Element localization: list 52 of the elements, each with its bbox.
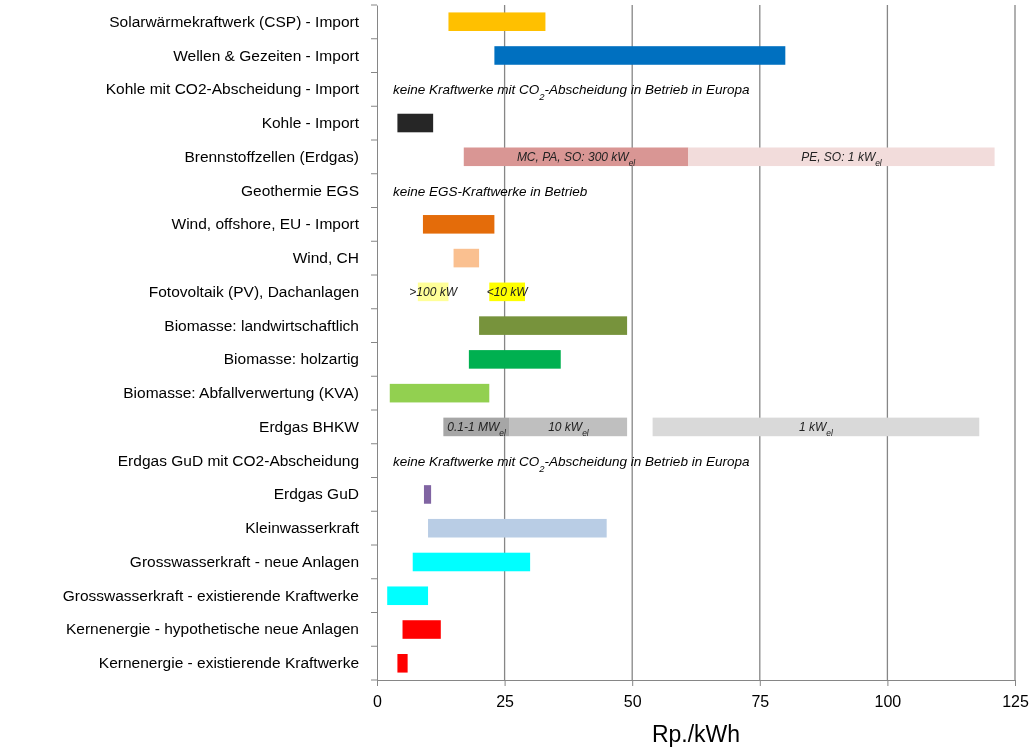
y-tick-label: Erdgas GuD xyxy=(273,485,359,503)
bar xyxy=(428,518,607,538)
y-tick-label: Biomasse: holzartig xyxy=(223,350,359,368)
bar xyxy=(412,552,531,572)
bar xyxy=(397,654,408,673)
y-tick-label: Grosswasserkraft - existierende Kraftwerke xyxy=(62,586,359,604)
y-tick-label: Grosswasserkraft - neue Anlagen xyxy=(129,552,359,570)
bar xyxy=(422,215,495,234)
annotation: MC, PA, SO: 300 kW$_{el}$ xyxy=(516,149,637,168)
y-tick-label: Kernenergie - existierende Kraftwerke xyxy=(98,654,359,672)
y-tick-label: Wind, offshore, EU - Import xyxy=(171,215,360,233)
y-tick-label: Wind, CH xyxy=(292,249,359,267)
bar xyxy=(688,147,995,167)
y-tick-label: Erdgas BHKW xyxy=(259,417,360,435)
bar xyxy=(468,350,561,369)
y-tick-label: Kohle - Import xyxy=(261,114,360,132)
y-tick-label: Kernenergie - hypothetische neue Anlagen xyxy=(66,620,359,638)
bar xyxy=(494,46,786,65)
y-tick-label: Wellen & Gezeiten - Import xyxy=(173,46,360,64)
y-tick-label: Erdgas GuD mit CO2-Abscheidung xyxy=(117,451,359,469)
annotation: keine Kraftwerke mit CO$_{2}$-Abscheidung in Betrieb in Europa xyxy=(393,82,750,102)
annotation: PE, SO: 1 kW$_{el}$ xyxy=(801,149,883,168)
y-tick-label: Brennstoffzellen (Erdgas) xyxy=(184,147,359,165)
bar xyxy=(397,113,434,133)
y-tick-label: Solarwärmekraftwerk (CSP) - Import xyxy=(109,12,360,30)
y-tick-label: Biomasse: landwirtschaftlich xyxy=(164,316,359,334)
x-tick-label: 25 xyxy=(496,692,515,710)
x-tick-label: 50 xyxy=(623,692,642,710)
y-tick-label: Kleinwasserkraft xyxy=(245,519,360,537)
x-tick-label: 0 xyxy=(373,692,383,710)
bar xyxy=(402,620,441,639)
annotation: 1 kW$_{el}$ xyxy=(799,419,835,438)
bar xyxy=(453,248,480,268)
annotation: keine Kraftwerke mit CO$_{2}$-Abscheidung in Betrieb in Europa xyxy=(393,453,750,474)
bar xyxy=(652,417,980,437)
y-tick-label: Biomasse: Abfallverwertung (KVA) xyxy=(123,384,359,402)
annotation: >100 kW xyxy=(409,284,459,299)
annotation: 0.1-1 MW$_{el}$ xyxy=(447,419,507,438)
bar xyxy=(448,12,546,31)
y-tick-label: Kohle mit CO2-Abscheidung - Import xyxy=(105,80,360,98)
bar xyxy=(479,316,628,335)
annotation: 10 kW$_{el}$ xyxy=(548,419,590,438)
bar xyxy=(389,383,490,403)
y-tick-label: Fotovoltaik (PV), Dachanlagen xyxy=(148,282,359,300)
bar xyxy=(387,586,429,606)
x-tick-label: 75 xyxy=(751,692,770,710)
x-axis-title: Rp./kWh xyxy=(651,721,741,747)
y-tick-label: Geothermie EGS xyxy=(240,181,359,199)
x-tick-label: 100 xyxy=(874,692,902,710)
bar xyxy=(423,485,432,504)
annotation: keine EGS-Kraftwerke in Betrieb xyxy=(393,183,588,199)
x-tick-label: 125 xyxy=(1002,692,1029,710)
